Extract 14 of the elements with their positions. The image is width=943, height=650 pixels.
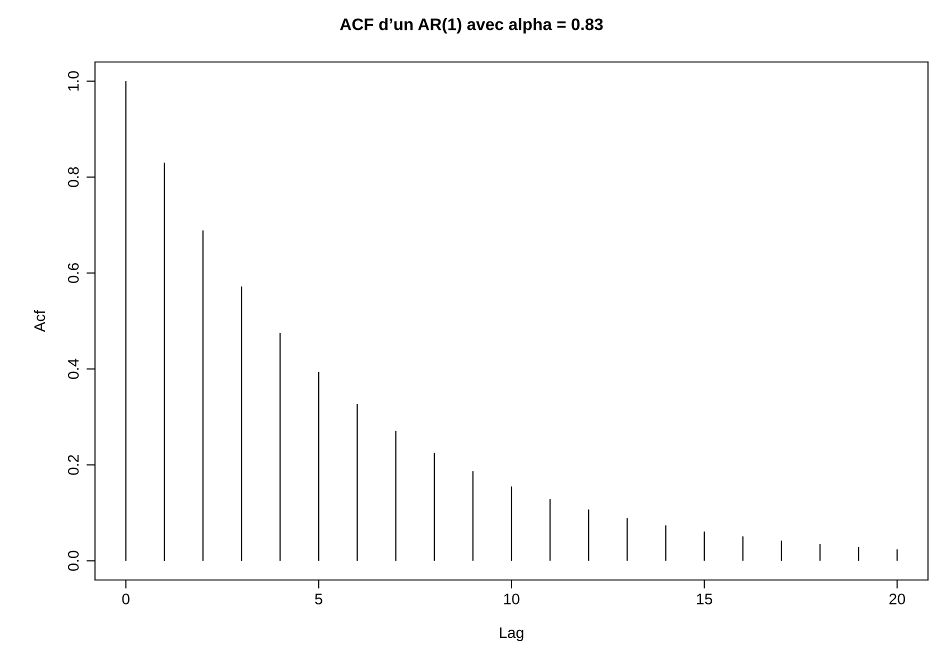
y-tick-label: 0.6 [68, 263, 79, 284]
x-tick-label: 0 [122, 594, 130, 604]
y-tick-label: 1.0 [68, 71, 79, 91]
x-tick-label: 15 [696, 594, 712, 604]
y-tick-label: 0.4 [68, 358, 79, 379]
x-tick-label: 5 [315, 594, 322, 604]
x-tick-label: 10 [504, 594, 520, 604]
y-tick-label: 0.2 [68, 455, 79, 475]
x-tick-label: 20 [889, 594, 906, 604]
chart-title: ACF d’un AR(1) avec alpha = 0.83 [340, 18, 603, 34]
y-axis-title: Acf [34, 310, 46, 332]
y-tick-label: 0.8 [68, 167, 79, 188]
y-tick-label: 0.0 [68, 550, 79, 571]
x-axis-title: Lag [500, 627, 524, 642]
